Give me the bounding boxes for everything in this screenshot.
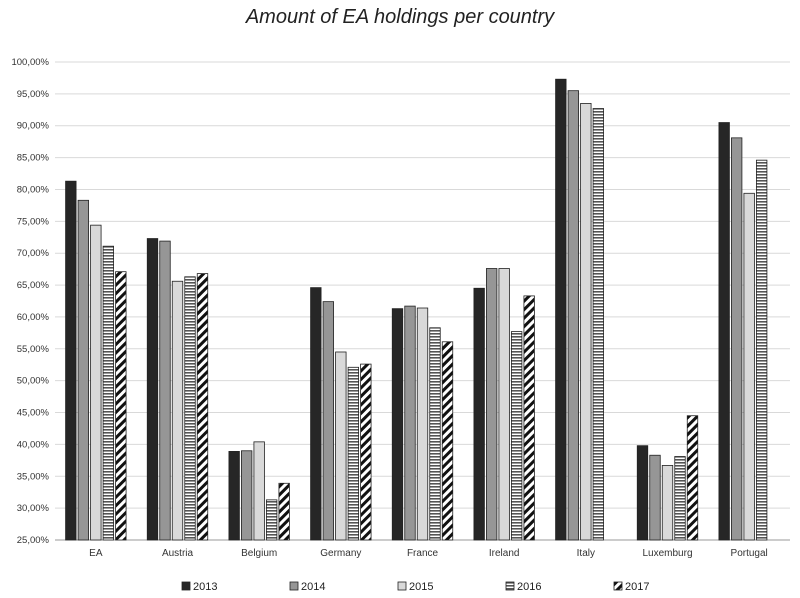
x-tick-label: Italy [577,548,595,559]
bar-2013-ireland [473,287,485,541]
y-tick-label: 100,00% [11,57,49,68]
bar-2013-austria [146,238,159,541]
x-tick-label: EA [89,548,103,559]
bar-2013-belgium [228,451,240,541]
bar-2013-luxemburg [636,445,649,541]
y-tick-label: 25,00% [17,535,50,546]
bar-2015-portugal [743,192,755,541]
x-tick-label: Belgium [241,548,277,559]
bar-2016-ea [102,245,114,541]
y-tick-label: 65,00% [17,280,50,291]
bar-2015-france [416,307,429,541]
legend-label-2015: 2015 [409,581,433,593]
legend-label-2014: 2014 [301,581,325,593]
bar-2016-italy [592,108,604,541]
y-tick-label: 75,00% [17,216,50,227]
y-tick-label: 90,00% [17,121,50,132]
bar-2014-austria [159,240,171,541]
bar-2015-ea [90,224,102,541]
x-tick-label: Portugal [731,548,768,559]
bar-2014-belgium [241,450,253,541]
bar-2013-italy [555,78,567,541]
bar-2015-belgium [253,441,265,541]
bar-2016-austria [184,276,196,541]
legend-label-2013: 2013 [193,581,217,593]
legend-swatch-2017 [613,581,623,591]
bar-2014-portugal [731,137,743,541]
bar-2013-ea [65,180,77,541]
y-tick-label: 45,00% [17,408,50,419]
bar-2016-luxemburg [674,456,686,541]
bar-2013-portugal [718,122,730,541]
x-tick-label: France [407,548,439,559]
x-axis: EA Austria Belgium Germany France Ireland Ital… [89,548,768,559]
y-tick-label: 80,00% [17,184,50,195]
bar-2016-ireland [511,331,523,541]
bars [65,78,768,541]
chart-title: Amount of EA holdings per country [245,6,555,28]
y-tick-label: 35,00% [17,471,50,482]
x-tick-label: Germany [320,548,361,559]
x-tick-label: Austria [162,548,194,559]
bar-2015-luxemburg [661,465,674,541]
bar-2014-germany [322,301,334,541]
bar-2015-italy [580,103,592,541]
bar-2014-ireland [486,268,498,541]
bar-2013-germany [310,287,322,541]
y-tick-label: 50,00% [17,376,50,387]
legend-swatch-2015 [397,581,407,591]
bar-2016-germany [347,366,359,541]
x-tick-label: Luxemburg [642,548,692,559]
y-tick-label: 70,00% [17,248,50,259]
bar-2014-italy [567,90,579,541]
bar-2017-france [441,341,454,541]
bar-2017-ea [115,271,127,541]
bar-2016-france [429,327,441,541]
legend-label-2016: 2016 [517,581,541,593]
bar-2017-belgium [278,482,290,541]
y-tick-label: 60,00% [17,312,50,323]
bar-2015-ireland [498,268,510,541]
legend-swatch-2014 [289,581,299,591]
bar-2017-germany [360,363,372,541]
legend-swatch-2013 [181,581,191,591]
bar-2014-luxemburg [649,454,661,541]
legend-label-2017: 2017 [625,581,649,593]
x-tick-label: Ireland [489,548,520,559]
bar-2014-france [404,305,416,541]
bar-2014-ea [77,199,89,541]
bar-2017-luxemburg [686,415,699,541]
y-axis: 25,00% 30,00% 35,00% 40,00% 45,00% 50,00% 55,0… [11,57,49,546]
bar-2013-france [391,308,404,541]
legend-swatch-2016 [505,581,515,591]
y-tick-label: 55,00% [17,344,50,355]
bar-2017-austria [196,273,209,541]
bar-2015-austria [171,280,184,541]
y-tick-label: 95,00% [17,89,50,100]
y-tick-label: 30,00% [17,503,50,514]
bar-2016-portugal [756,159,768,541]
y-tick-label: 85,00% [17,153,50,164]
bar-2016-belgium [266,499,278,541]
bar-2017-ireland [523,295,535,541]
legend: 2013 2014 2015 2016 2017 [181,581,649,593]
bar-2015-germany [335,351,347,541]
y-tick-label: 40,00% [17,439,50,450]
